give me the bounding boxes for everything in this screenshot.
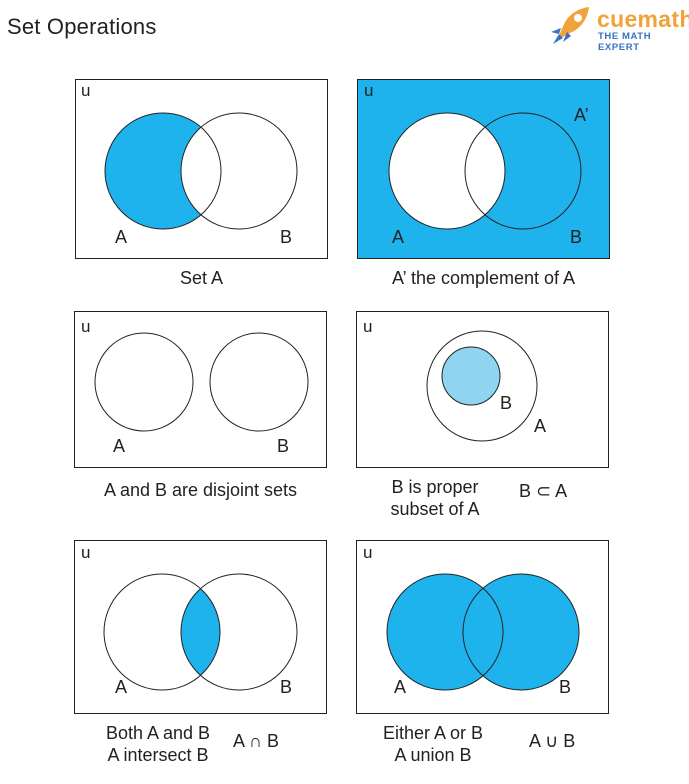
intersection-symbol: A ∩ B: [233, 731, 279, 751]
set-a-unshaded: [389, 113, 505, 229]
label-a: A: [115, 677, 127, 697]
caption-line: B is proper: [391, 477, 479, 497]
diagram-disjoint: u A B: [74, 311, 327, 468]
label-b: B: [570, 227, 582, 247]
label-a: A: [392, 227, 404, 247]
brand-name: cuemath: [597, 6, 689, 32]
diagram-set-a: u A B: [75, 79, 328, 259]
caption-line: A union B: [394, 745, 472, 765]
universe-label: u: [81, 543, 90, 562]
caption-line: A intersect B: [107, 745, 209, 765]
universe-label: u: [363, 317, 372, 336]
caption-union: Either A or B A union B: [364, 722, 502, 766]
set-a-circle: [103, 573, 221, 691]
brand-tagline: THE MATH EXPERT: [598, 31, 652, 53]
set-b-region: [463, 574, 579, 690]
label-a: A: [534, 416, 546, 436]
universe-label: u: [81, 81, 90, 100]
rocket-icon: [551, 7, 589, 44]
set-b-circle: [180, 112, 298, 230]
page-title: Set Operations: [7, 14, 157, 39]
set-a-circle: [94, 332, 194, 432]
label-b: B: [280, 227, 292, 247]
set-b-circle: [180, 573, 298, 691]
label-b: B: [500, 393, 512, 413]
label-a: A: [394, 677, 406, 697]
caption-line: Both A and B: [105, 723, 211, 743]
caption-intersection: Both A and B A intersect B: [74, 722, 242, 766]
label-a: A: [115, 227, 127, 247]
caption-complement-a: A’ the complement of A: [391, 268, 576, 288]
diagram-complement-a: u A B A’: [357, 79, 610, 259]
caption-subset: B is proper subset of A: [375, 476, 495, 520]
caption-line: Either A or B: [382, 723, 484, 743]
b-overlap-unshaded: [181, 113, 221, 229]
caption-line: subset of A: [390, 499, 480, 519]
label-b: B: [559, 677, 571, 697]
universe-label: u: [81, 317, 90, 336]
subset-symbol: B ⊂ A: [519, 481, 568, 501]
label-b: B: [277, 436, 289, 456]
union-symbol: A ∪ B: [529, 731, 576, 751]
label-b: B: [280, 677, 292, 697]
universe-label: u: [363, 543, 372, 562]
diagram-intersection: u A B: [74, 540, 327, 714]
label-a: A: [113, 436, 125, 456]
set-b-region: [441, 346, 501, 406]
brand-logo: cuemath THE MATH EXPERT: [545, 4, 689, 53]
set-b-circle: [209, 332, 309, 432]
universe-label: u: [364, 81, 373, 100]
caption-set-a: Set A: [179, 268, 224, 288]
intersection-region: [181, 574, 220, 690]
label-a-complement: A’: [574, 105, 589, 125]
diagram-union: u A B: [356, 540, 609, 714]
diagram-subset: u B A: [356, 311, 609, 468]
caption-disjoint: A and B are disjoint sets: [103, 480, 298, 500]
